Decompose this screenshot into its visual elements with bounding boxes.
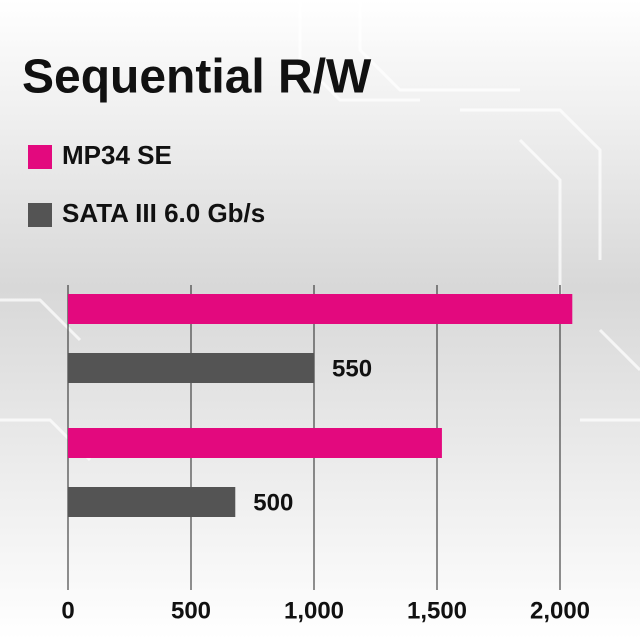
- x-tick-label: 1,000: [284, 597, 344, 624]
- chart-title: Sequential R/W: [22, 51, 372, 104]
- annotation: 550: [332, 355, 372, 382]
- bar: [68, 428, 442, 458]
- x-tick-label: 0: [61, 597, 74, 624]
- x-tick-label: 2,000: [530, 597, 590, 624]
- x-tick-label: 1,500: [407, 597, 467, 624]
- legend-label: MP34 SE: [62, 140, 172, 170]
- bar: [68, 353, 314, 383]
- legend-label: SATA III 6.0 Gb/s: [62, 198, 265, 228]
- legend-swatch: [28, 203, 52, 227]
- bar: [68, 294, 573, 324]
- bar: [68, 487, 236, 517]
- legend-swatch: [28, 145, 52, 169]
- circuit-decoration: [0, 0, 640, 460]
- annotation: 500: [253, 489, 293, 516]
- x-tick-label: 500: [171, 597, 211, 624]
